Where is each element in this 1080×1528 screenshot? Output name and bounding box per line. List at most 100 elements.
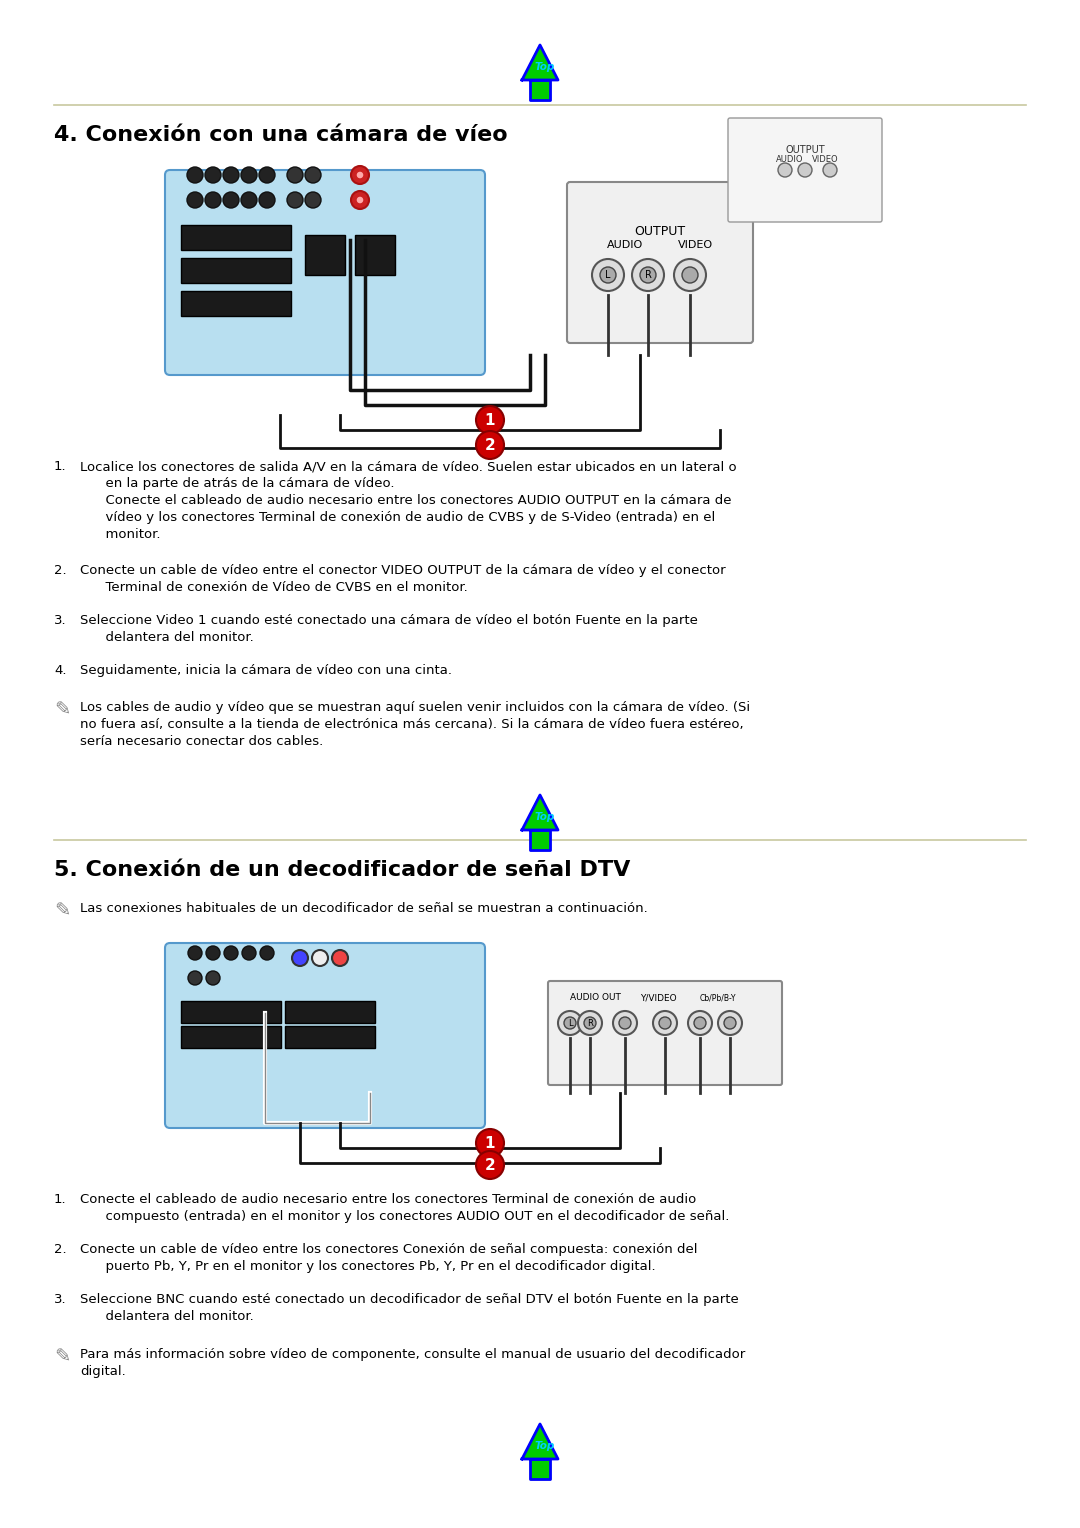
Circle shape xyxy=(224,946,238,960)
Circle shape xyxy=(241,167,257,183)
Circle shape xyxy=(188,970,202,986)
Circle shape xyxy=(259,167,275,183)
Text: Top: Top xyxy=(535,63,555,72)
Text: 4.: 4. xyxy=(54,665,67,677)
Circle shape xyxy=(356,196,364,205)
Text: 1.: 1. xyxy=(54,1193,67,1206)
Text: AUDIO: AUDIO xyxy=(607,240,643,251)
Text: 4. Conexión con una cámara de víeo: 4. Conexión con una cámara de víeo xyxy=(54,125,508,145)
Text: 2.: 2. xyxy=(54,1242,67,1256)
Circle shape xyxy=(206,970,220,986)
Text: 3.: 3. xyxy=(54,1293,67,1306)
Text: Top: Top xyxy=(535,811,555,822)
Circle shape xyxy=(564,1018,576,1028)
Circle shape xyxy=(653,1012,677,1034)
Circle shape xyxy=(332,950,348,966)
Text: AUDIO: AUDIO xyxy=(777,154,804,163)
Text: OUTPUT: OUTPUT xyxy=(634,225,686,238)
Text: Top: Top xyxy=(535,1441,555,1452)
Text: VIDEO: VIDEO xyxy=(812,154,838,163)
Circle shape xyxy=(584,1018,596,1028)
Text: L: L xyxy=(605,270,611,280)
Bar xyxy=(181,1001,281,1024)
Text: 1: 1 xyxy=(485,413,496,428)
Circle shape xyxy=(287,167,303,183)
Circle shape xyxy=(187,167,203,183)
FancyBboxPatch shape xyxy=(165,170,485,374)
Circle shape xyxy=(476,431,504,458)
Circle shape xyxy=(688,1012,712,1034)
Polygon shape xyxy=(530,830,550,850)
Text: Conecte un cable de vídeo entre el conector VIDEO OUTPUT de la cámara de vídeo y: Conecte un cable de vídeo entre el conec… xyxy=(80,564,726,594)
Circle shape xyxy=(476,1151,504,1180)
Circle shape xyxy=(351,167,369,183)
Circle shape xyxy=(632,260,664,290)
Polygon shape xyxy=(530,1459,550,1479)
Circle shape xyxy=(242,946,256,960)
Circle shape xyxy=(600,267,616,283)
Polygon shape xyxy=(522,795,558,830)
Text: 2: 2 xyxy=(485,1158,496,1172)
Circle shape xyxy=(351,191,369,209)
Circle shape xyxy=(640,267,656,283)
Circle shape xyxy=(592,260,624,290)
Circle shape xyxy=(312,950,328,966)
Circle shape xyxy=(674,260,706,290)
Circle shape xyxy=(187,193,203,208)
Circle shape xyxy=(305,193,321,208)
Circle shape xyxy=(222,193,239,208)
Bar xyxy=(181,258,291,283)
Circle shape xyxy=(613,1012,637,1034)
Text: 3.: 3. xyxy=(54,614,67,626)
Circle shape xyxy=(259,193,275,208)
Text: 5. Conexión de un decodificador de señal DTV: 5. Conexión de un decodificador de señal… xyxy=(54,860,631,880)
Circle shape xyxy=(718,1012,742,1034)
Circle shape xyxy=(292,950,308,966)
Bar xyxy=(285,1025,375,1048)
Text: L: L xyxy=(568,1019,572,1027)
Text: Cb/Pb/B-Y: Cb/Pb/B-Y xyxy=(700,993,737,1002)
Text: Para más información sobre vídeo de componente, consulte el manual de usuario de: Para más información sobre vídeo de comp… xyxy=(80,1348,745,1378)
Text: R: R xyxy=(588,1019,593,1027)
Circle shape xyxy=(260,946,274,960)
Circle shape xyxy=(222,167,239,183)
Text: Y/VIDEO: Y/VIDEO xyxy=(640,993,677,1002)
Bar xyxy=(305,235,345,275)
Text: 1: 1 xyxy=(485,1135,496,1151)
Bar xyxy=(181,290,291,316)
Text: 2: 2 xyxy=(485,437,496,452)
FancyBboxPatch shape xyxy=(728,118,882,222)
Text: VIDEO: VIDEO xyxy=(677,240,713,251)
Text: Seleccione BNC cuando esté conectado un decodificador de señal DTV el botón Fuen: Seleccione BNC cuando esté conectado un … xyxy=(80,1293,739,1323)
Circle shape xyxy=(659,1018,671,1028)
Text: Localice los conectores de salida A/V en la cámara de vídeo. Suelen estar ubicad: Localice los conectores de salida A/V en… xyxy=(80,460,737,541)
Bar xyxy=(181,225,291,251)
Bar xyxy=(355,235,395,275)
Text: Seguidamente, inicia la cámara de vídeo con una cinta.: Seguidamente, inicia la cámara de vídeo … xyxy=(80,665,453,677)
Polygon shape xyxy=(530,79,550,99)
Circle shape xyxy=(681,267,698,283)
Polygon shape xyxy=(522,1424,558,1459)
Text: Las conexiones habituales de un decodificador de señal se muestran a continuació: Las conexiones habituales de un decodifi… xyxy=(80,902,648,915)
Circle shape xyxy=(476,1129,504,1157)
Circle shape xyxy=(578,1012,602,1034)
FancyBboxPatch shape xyxy=(548,981,782,1085)
Text: Conecte el cableado de audio necesario entre los conectores Terminal de conexión: Conecte el cableado de audio necesario e… xyxy=(80,1193,729,1222)
Polygon shape xyxy=(522,44,558,79)
Circle shape xyxy=(205,167,221,183)
Circle shape xyxy=(205,193,221,208)
Text: Seleccione Video 1 cuando esté conectado una cámara de vídeo el botón Fuente en : Seleccione Video 1 cuando esté conectado… xyxy=(80,614,698,643)
Circle shape xyxy=(206,946,220,960)
Text: ✎: ✎ xyxy=(54,701,70,720)
FancyBboxPatch shape xyxy=(165,943,485,1128)
Text: 1.: 1. xyxy=(54,460,67,474)
Text: Conecte un cable de vídeo entre los conectores Conexión de señal compuesta: cone: Conecte un cable de vídeo entre los cone… xyxy=(80,1242,698,1273)
Circle shape xyxy=(287,193,303,208)
Circle shape xyxy=(188,946,202,960)
Text: AUDIO OUT: AUDIO OUT xyxy=(570,993,621,1002)
Bar xyxy=(181,1025,281,1048)
Text: OUTPUT: OUTPUT xyxy=(785,145,825,154)
Circle shape xyxy=(241,193,257,208)
Text: 2.: 2. xyxy=(54,564,67,578)
Circle shape xyxy=(798,163,812,177)
